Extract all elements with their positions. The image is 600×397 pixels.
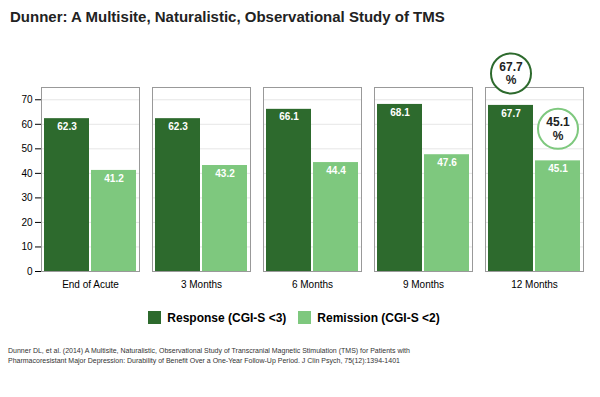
svg-text:0: 0 (27, 266, 33, 277)
html-text:Pharmacoresistant Major Depres: Pharmacoresistant Major Depression: Dura… (8, 356, 400, 364)
html-text:Remission (CGI-S <2): Remission (CGI-S <2) (317, 310, 440, 325)
svg-text:67.7%: 67.7% (499, 60, 523, 87)
svg-text:50: 50 (21, 143, 33, 154)
svg-text:40: 40 (21, 168, 33, 179)
svg-text:67.7: 67.7 (501, 108, 521, 119)
html-text:Dunner DL, et al. (2014) A Mul: Dunner DL, et al. (2014) A Multisite, Na… (8, 347, 410, 354)
svg-text:62.3: 62.3 (57, 121, 77, 132)
svg-text:47.6: 47.6 (437, 157, 457, 168)
svg-text:62.3: 62.3 (168, 121, 188, 132)
svg-text:End of Acute: End of Acute (62, 279, 119, 290)
svg-text:43.2: 43.2 (215, 168, 235, 179)
svg-text:30: 30 (21, 192, 33, 203)
svg-text:3 Months: 3 Months (181, 279, 222, 290)
svg-text:6 Months: 6 Months (292, 279, 333, 290)
html-text:Response (CGI-S <3): Response (CGI-S <3) (167, 310, 287, 325)
svg-text:68.1: 68.1 (390, 107, 410, 118)
svg-text:20: 20 (21, 217, 33, 228)
svg-text:41.2: 41.2 (104, 173, 124, 184)
svg-text:12 Months: 12 Months (511, 279, 558, 290)
svg-text:60: 60 (21, 119, 33, 130)
svg-text:9 Months: 9 Months (403, 279, 444, 290)
svg-text:66.1: 66.1 (279, 111, 299, 122)
svg-text:70: 70 (21, 94, 33, 105)
svg-text:10: 10 (21, 241, 33, 252)
svg-text:45.1: 45.1 (548, 163, 568, 174)
html-text:Dunner: A Multisite, Naturalis: Dunner: A Multisite, Naturalistic, Obser… (10, 8, 445, 25)
svg-text:45.1%: 45.1% (546, 115, 570, 142)
svg-text:44.4: 44.4 (326, 165, 346, 176)
